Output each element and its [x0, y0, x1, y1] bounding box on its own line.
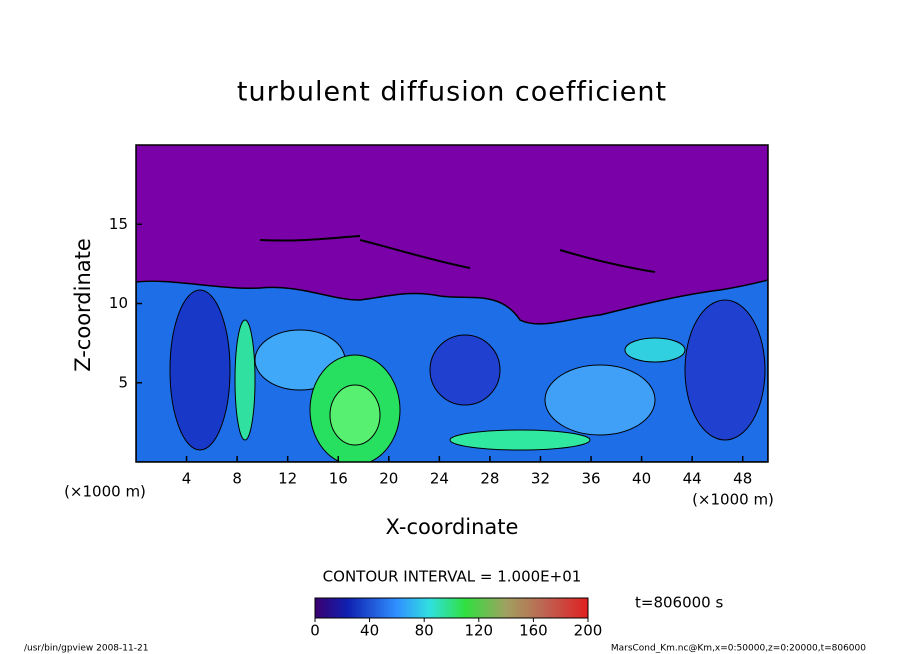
x-tick-label: 44 — [683, 470, 702, 488]
chart-title: turbulent diffusion coefficient — [237, 77, 667, 108]
x-tick-label: 28 — [480, 470, 499, 488]
x-tick-label: 12 — [278, 470, 297, 488]
x-axis-label: X-coordinate — [386, 515, 519, 539]
x-unit-left: (×1000 m) — [64, 483, 146, 501]
colorbar-tick-label: 0 — [310, 622, 320, 640]
x-tick-label: 20 — [379, 470, 398, 488]
colorbar-tick-label: 80 — [415, 622, 434, 640]
x-tick-label: 16 — [329, 470, 348, 488]
x-tick-label: 32 — [531, 470, 550, 488]
x-tick-label: 8 — [232, 470, 242, 488]
x-tick-label: 24 — [430, 470, 449, 488]
y-tick-label: 5 — [118, 373, 128, 391]
x-tick-label: 48 — [733, 470, 752, 488]
y-axis-label: Z-coordinate — [71, 238, 95, 372]
contour-field — [136, 145, 768, 462]
colorbar-tick-label: 200 — [574, 622, 603, 640]
x-tick-label: 36 — [581, 470, 600, 488]
colorbar — [314, 597, 589, 619]
colorbar-tick-label: 160 — [519, 622, 548, 640]
colorbar-tick-label: 40 — [360, 622, 379, 640]
y-tick-label: 15 — [109, 215, 128, 233]
x-tick-label: 40 — [632, 470, 651, 488]
footer-right: MarsCond_Km.nc@Km,x=0:50000,z=0:20000,t=… — [611, 644, 866, 654]
x-unit-right: (×1000 m) — [692, 491, 774, 509]
colorbar-tick-label: 120 — [464, 622, 493, 640]
contour-interval: CONTOUR INTERVAL = 1.000E+01 — [323, 568, 582, 586]
time-label: t=806000 s — [635, 594, 723, 612]
y-tick-label: 10 — [109, 294, 128, 312]
x-tick-label: 4 — [182, 470, 192, 488]
footer-left: /usr/bin/gpview 2008-11-21 — [24, 644, 148, 654]
